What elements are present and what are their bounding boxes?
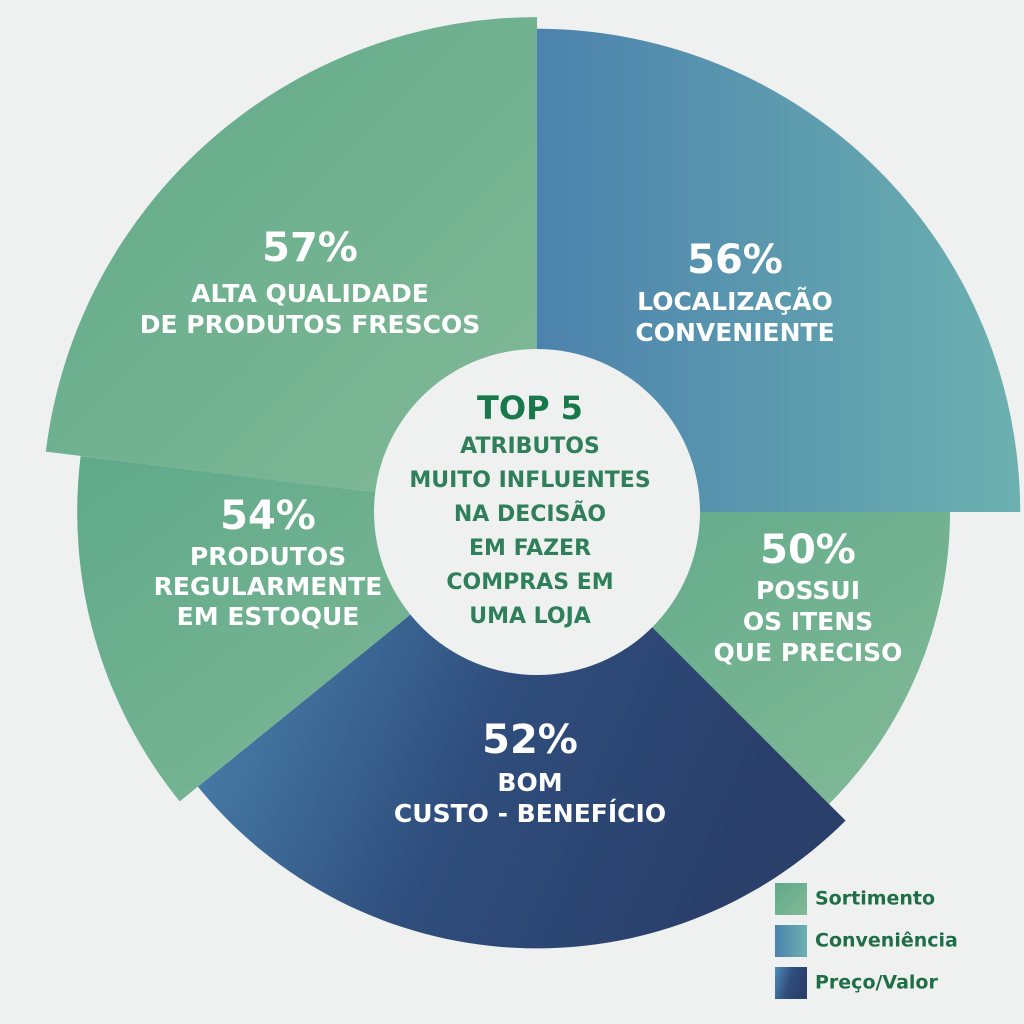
legend-label: Conveniência <box>815 930 958 952</box>
segment-label: DE PRODUTOS FRESCOS <box>140 310 480 339</box>
center-subtitle: NA DECISÃO <box>454 501 606 527</box>
center-subtitle: COMPRAS EM <box>446 570 613 595</box>
center-circle <box>374 349 700 675</box>
wedge <box>197 512 846 949</box>
legend-swatch <box>775 883 807 915</box>
value-label: 57% <box>262 225 358 271</box>
segment-label: CUSTO - BENEFÍCIO <box>394 799 666 828</box>
legend-label: Sortimento <box>815 888 935 910</box>
segment-label: EM ESTOQUE <box>177 602 360 631</box>
segment-label: BOM <box>497 768 562 797</box>
segment-label: OS ITENS <box>743 607 873 636</box>
center-subtitle: UMA LOJA <box>469 604 591 629</box>
value-label: 50% <box>760 527 856 573</box>
center-subtitle: ATRIBUTOS <box>460 434 600 459</box>
legend-label: Preço/Valor <box>815 972 938 994</box>
center-subtitle: EM FAZER <box>469 536 591 561</box>
segment-label: POSSUI <box>756 576 860 605</box>
value-label: 56% <box>687 237 783 283</box>
wedge <box>45 17 537 512</box>
segment-label: REGULARMENTE <box>154 572 383 601</box>
wedge <box>537 28 1021 513</box>
value-label: 54% <box>220 493 316 539</box>
segment-label: LOCALIZAÇÃO <box>637 287 833 316</box>
center-title: TOP 5 <box>477 389 583 427</box>
center-subtitle: MUITO INFLUENTES <box>409 468 650 493</box>
legend-swatch <box>775 925 807 957</box>
segment-label: PRODUTOS <box>190 542 346 571</box>
segment-label: QUE PRECISO <box>714 638 903 667</box>
legend-swatch <box>775 967 807 999</box>
value-label: 52% <box>482 717 578 763</box>
segment-label: CONVENIENTE <box>635 318 834 347</box>
segment-label: ALTA QUALIDADE <box>191 279 429 308</box>
